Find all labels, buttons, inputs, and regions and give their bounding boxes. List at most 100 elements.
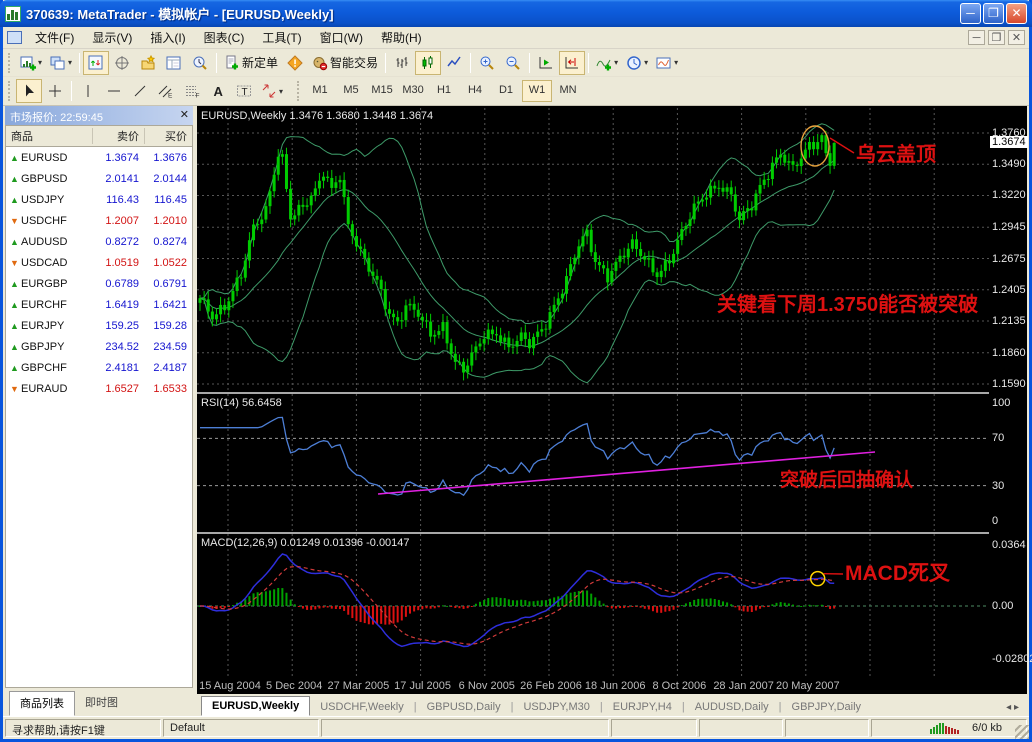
menu-item-0[interactable]: 文件(F)	[35, 31, 75, 45]
chart-tab-6[interactable]: GBPJPY,Daily	[791, 701, 862, 713]
market-watch-row-euraud[interactable]: ▼ EURAUD 1.6527 1.6533	[6, 378, 192, 399]
market-watch-close-icon[interactable]: ✕	[179, 109, 189, 121]
timeframe-m30[interactable]: M30	[402, 84, 424, 96]
market-watch-tabs: 商品列表 即时图	[5, 688, 195, 716]
horizontal-line-button[interactable]	[101, 79, 127, 103]
mdi-minimize-button[interactable]: ─	[968, 30, 985, 45]
date-label: 20 May 2007	[775, 680, 840, 692]
mdi-restore-button[interactable]: ❐	[988, 30, 1005, 45]
market-watch-row-eurjpy[interactable]: ▲ EURJPY 159.25 159.28	[6, 315, 192, 336]
symbol-label: ▲ GBPUSD	[10, 172, 68, 185]
close-button[interactable]: ✕	[1006, 3, 1027, 24]
crosshair-icon	[49, 85, 61, 97]
market-watch-row-usdjpy[interactable]: ▲ USDJPY 116.43 116.45	[6, 189, 192, 210]
crosshair-button[interactable]	[42, 79, 68, 103]
toolbar-grip[interactable]	[8, 52, 13, 73]
tab-separator: |	[778, 701, 782, 713]
text-icon: A	[214, 84, 224, 99]
pane-separator[interactable]	[197, 392, 1027, 394]
macd-pane[interactable]: MACD死叉	[197, 534, 989, 678]
templates-button[interactable]: ▾	[652, 51, 682, 75]
auto-scroll-toggle[interactable]	[533, 51, 559, 75]
data-window-button[interactable]	[161, 51, 187, 75]
market-watch-row-eurgbp[interactable]: ▲ EURGBP 0.6789 0.6791	[6, 273, 192, 294]
navigator-toggle[interactable]	[109, 51, 135, 75]
market-watch-toggle[interactable]	[83, 50, 110, 75]
time-axis[interactable]: 15 Aug 2004 5 Dec 2004 27 Mar 2005 17 Jul 2…	[197, 678, 1027, 694]
arrows-button[interactable]: ▾	[257, 79, 287, 103]
vertical-line-button[interactable]	[75, 79, 101, 103]
candlestick-chart-button[interactable]	[415, 50, 442, 75]
menu-item-6[interactable]: 帮助(H)	[380, 31, 422, 45]
column-ask[interactable]: 买价	[144, 128, 192, 144]
new-chart-button[interactable]: ▾	[16, 51, 46, 75]
channel-button[interactable]: E	[153, 79, 179, 103]
menu-item-3[interactable]: 图表(C)	[203, 31, 245, 45]
bar-chart-button[interactable]	[389, 51, 415, 75]
menu-item-1[interactable]: 显示(V)	[92, 31, 133, 45]
market-watch-row-audusd[interactable]: ▲ AUDUSD 0.8272 0.8274	[6, 231, 192, 252]
timeframe-m1[interactable]: M1	[312, 84, 328, 96]
line-chart-button[interactable]	[441, 51, 467, 75]
zoom-in-button[interactable]	[474, 51, 500, 75]
timeframe-m5[interactable]: M5	[343, 84, 359, 96]
market-watch-row-usdcad[interactable]: ▼ USDCAD 1.0519 1.0522	[6, 252, 192, 273]
alerts-button[interactable]	[282, 51, 308, 75]
maximize-button[interactable]: ❐	[983, 3, 1004, 24]
chart-tab-0[interactable]: EURUSD,Weekly	[201, 696, 311, 716]
chart-shift-toggle[interactable]	[559, 50, 586, 75]
column-bid[interactable]: 卖价	[92, 128, 144, 144]
toolbar-grip[interactable]	[8, 81, 13, 101]
favorites-button[interactable]	[135, 51, 161, 75]
timeframe-d1[interactable]: D1	[498, 84, 514, 96]
toolbar-grip[interactable]	[297, 81, 302, 101]
chart-tab-1[interactable]: USDCHF,Weekly	[320, 701, 404, 713]
market-watch-row-gbpchf[interactable]: ▲ GBPCHF 2.4181 2.4187	[6, 357, 192, 378]
annotation-key-level: 关键看下周1.3750能否被突破	[717, 292, 978, 316]
column-symbol[interactable]: 商品	[11, 131, 33, 143]
tab-tick-chart[interactable]: 即时图	[85, 697, 118, 709]
mdi-close-button[interactable]: ✕	[1008, 30, 1025, 45]
chart-tab-3[interactable]: USDJPY,M30	[523, 701, 590, 713]
timeframe-w1[interactable]: W1	[522, 80, 553, 102]
tab-scroll-arrows[interactable]: ◂ ▸	[1006, 702, 1019, 713]
timeframe-h1[interactable]: H1	[436, 84, 452, 96]
rsi-pane[interactable]: 突破后回抽确认	[197, 394, 989, 532]
cursor-button[interactable]	[16, 79, 42, 103]
fibonacci-button[interactable]: F	[179, 79, 205, 103]
timeframe-m15[interactable]: M15	[371, 84, 393, 96]
timeframe-mn[interactable]: MN	[559, 84, 577, 96]
resize-grip[interactable]	[1015, 725, 1029, 739]
price-axis[interactable]: 1.3760 1.3490 1.3220 1.2945 1.2675 1.2405 1.21…	[989, 106, 1032, 678]
expert-advisors-button[interactable]: 智能交易	[308, 51, 382, 75]
new-order-button[interactable]: 新定单	[220, 51, 282, 75]
indicators-button[interactable]: ▾	[592, 51, 622, 75]
chart-tab-4[interactable]: EURJPY,H4	[612, 701, 672, 713]
market-watch-row-gbpusd[interactable]: ▲ GBPUSD 2.0141 2.0144	[6, 168, 192, 189]
dropdown-caret: ▾	[674, 58, 679, 67]
pane-separator[interactable]	[197, 532, 1027, 534]
chart-tab-2[interactable]: GBPUSD,Daily	[426, 701, 501, 713]
history-center-button[interactable]	[187, 51, 213, 75]
text-label-button[interactable]: T	[231, 79, 257, 103]
minimize-button[interactable]: ─	[960, 3, 981, 24]
menu-item-4[interactable]: 工具(T)	[262, 31, 302, 45]
trendline-button[interactable]	[127, 79, 153, 103]
market-watch-row-gbpjpy[interactable]: ▲ GBPJPY 234.52 234.59	[6, 336, 192, 357]
profiles-button[interactable]: ▾	[46, 51, 76, 75]
chart-tab-5[interactable]: AUDUSD,Daily	[694, 701, 769, 713]
menu-item-2[interactable]: 插入(I)	[150, 31, 186, 45]
periods-button[interactable]: ▾	[622, 51, 652, 75]
tab-symbols-list[interactable]: 商品列表	[9, 691, 75, 716]
zoom-out-icon	[506, 56, 520, 70]
zoom-out-button[interactable]	[500, 51, 526, 75]
navigator-icon	[115, 55, 130, 70]
market-watch-row-usdchf[interactable]: ▼ USDCHF 1.2007 1.2010	[6, 210, 192, 231]
menu-item-5[interactable]: 窗口(W)	[319, 31, 363, 45]
timeframe-h4[interactable]: H4	[467, 84, 483, 96]
text-button[interactable]: A	[205, 79, 231, 103]
market-watch-titlebar[interactable]: 市场报价: 22:59:45 ✕	[5, 106, 193, 125]
market-watch-row-eurusd[interactable]: ▲ EURUSD 1.3674 1.3676	[6, 147, 192, 168]
market-watch-row-eurchf[interactable]: ▲ EURCHF 1.6419 1.6421	[6, 294, 192, 315]
